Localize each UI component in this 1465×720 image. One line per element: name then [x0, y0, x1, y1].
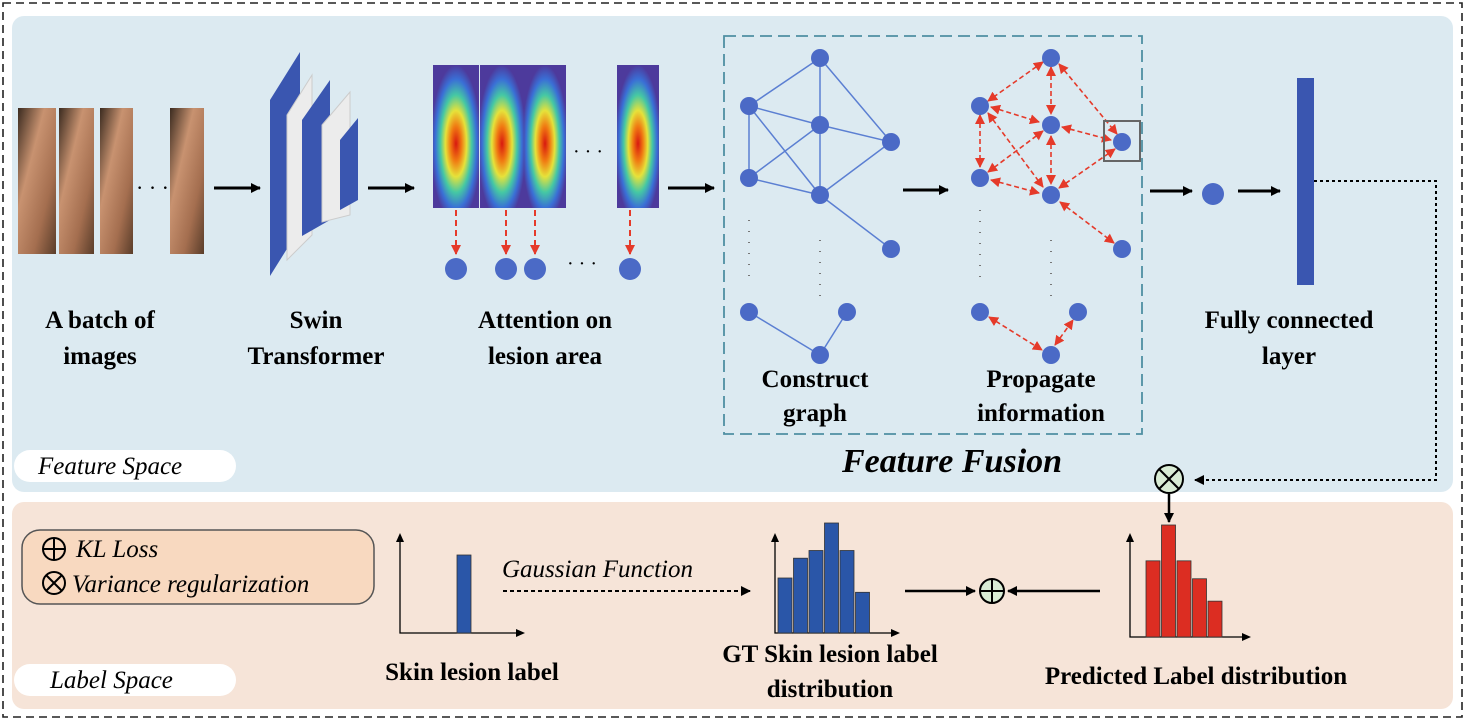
- fc-label-line2: layer: [1262, 343, 1316, 370]
- token-node: [495, 258, 517, 280]
- legend-variance-regularization: Variance regularization: [72, 571, 309, 598]
- construct-label-line1: Construct: [762, 366, 870, 393]
- feature-fusion-title: Feature Fusion: [841, 443, 1062, 480]
- fc-label-line1: Fully connected: [1205, 307, 1374, 334]
- feature-space-tag: Feature Space: [37, 453, 182, 480]
- swin-label-line2: Transformer: [248, 343, 385, 370]
- label-space-tag: Label Space: [49, 667, 173, 694]
- face-image: [59, 108, 94, 254]
- gt-distribution-bar: [855, 591, 870, 634]
- feature-space-panel: [12, 16, 1453, 492]
- input-label-line1: A batch of: [45, 307, 155, 334]
- token-node: [524, 258, 546, 280]
- attention-map: [433, 65, 479, 208]
- swin-label-line1: Swin: [290, 307, 343, 334]
- gt-label-line2: distribution: [767, 676, 894, 703]
- gt-distribution-bar: [777, 577, 793, 634]
- predicted-label-distribution: Predicted Label distribution: [1045, 663, 1347, 690]
- feature-space-tag-bg: [14, 450, 236, 482]
- input-images: [18, 108, 204, 254]
- attention-map: [524, 65, 566, 208]
- gt-label-line1: GT Skin lesion label: [722, 641, 938, 668]
- propagate-label-line1: Propagate: [986, 366, 1095, 393]
- fully-connected-layer: [1297, 78, 1314, 285]
- swin-transformer-block: [270, 52, 358, 276]
- attention-map: [480, 65, 524, 208]
- plus-circle-icon: [979, 578, 1005, 604]
- propagate-graph-edges: [975, 61, 1118, 351]
- attention-map: [617, 65, 659, 208]
- times-circle-icon: [42, 571, 66, 595]
- images-ellipsis: · · ·: [136, 175, 169, 200]
- legend-kl-loss: KL Loss: [75, 536, 158, 563]
- gt-distribution-bar: [808, 550, 824, 634]
- tokens-ellipsis: · · ·: [567, 253, 597, 275]
- gt-distribution-bar: [793, 557, 808, 634]
- times-circle-icon: [1154, 464, 1184, 494]
- token-node: [619, 258, 641, 280]
- token-node: [445, 258, 467, 280]
- gt-distribution-bar: [824, 522, 839, 634]
- face-image: [100, 108, 133, 254]
- predicted-distribution-bar: [1207, 600, 1223, 638]
- face-image: [18, 108, 56, 254]
- plus-circle-icon: [42, 537, 66, 561]
- feature-fusion-frame: [723, 35, 1143, 435]
- predicted-distribution-bar: [1145, 560, 1161, 638]
- propagate-label-line2: information: [977, 400, 1105, 427]
- attention-maps: [433, 65, 659, 208]
- predicted-distribution-bar: [1192, 578, 1207, 638]
- input-label-line2: images: [63, 343, 137, 370]
- label-space-tag-bg: [14, 664, 236, 696]
- attention-label-line1: Attention on: [478, 307, 612, 334]
- chart-bars: [456, 522, 1223, 638]
- attention-token-arrows: [451, 210, 635, 255]
- predicted-distribution-bar: [1176, 560, 1192, 638]
- legend-box: [21, 529, 375, 605]
- gt-distribution-bar: [839, 550, 855, 634]
- skin-lesion-label-bar: [456, 554, 472, 634]
- attention-label-line2: lesion area: [488, 343, 603, 370]
- face-image: [170, 108, 204, 254]
- propagate-graph-nodes: [971, 49, 1131, 364]
- gaussian-function-label: Gaussian Function: [502, 556, 693, 583]
- fc-to-variance-connector: [1194, 180, 1437, 485]
- feature-tokens: [445, 258, 641, 280]
- graph-feature-node: [1202, 183, 1224, 205]
- graph-vertical-dots: [748, 210, 1052, 300]
- axis-arrowheads: [396, 533, 1251, 641]
- construct-graph-nodes: [740, 49, 900, 364]
- highlight-box: [1103, 120, 1141, 162]
- attention-ellipsis: · · ·: [573, 141, 603, 163]
- skin-lesion-label: Skin lesion label: [385, 659, 559, 686]
- construct-label-line2: graph: [783, 400, 847, 427]
- predicted-distribution-bar: [1161, 524, 1176, 638]
